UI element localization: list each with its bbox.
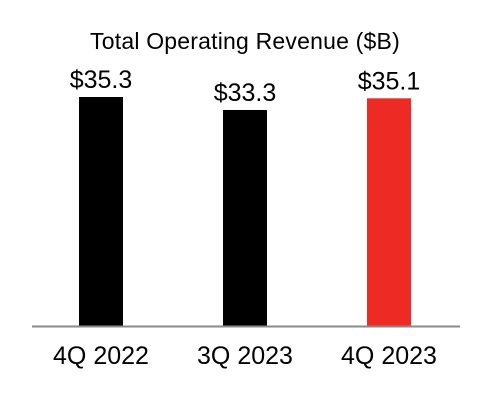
category-labels-group: 4Q 2022 3Q 2023 4Q 2023: [53, 342, 437, 370]
bar-4q-2022: [79, 97, 123, 326]
bars-group: [79, 97, 411, 326]
value-label: $35.3: [70, 66, 133, 94]
value-label: $33.3: [214, 79, 277, 107]
category-label: 4Q 2022: [53, 342, 149, 370]
category-label: 3Q 2023: [197, 342, 293, 370]
value-labels-group: $35.3 $33.3 $35.1: [70, 66, 421, 107]
value-label: $35.1: [358, 67, 421, 95]
bar-3q-2023: [223, 109, 267, 326]
chart-title: Total Operating Revenue ($B): [90, 28, 400, 54]
category-label: 4Q 2023: [341, 342, 437, 370]
bar-4q-2023: [367, 98, 411, 326]
